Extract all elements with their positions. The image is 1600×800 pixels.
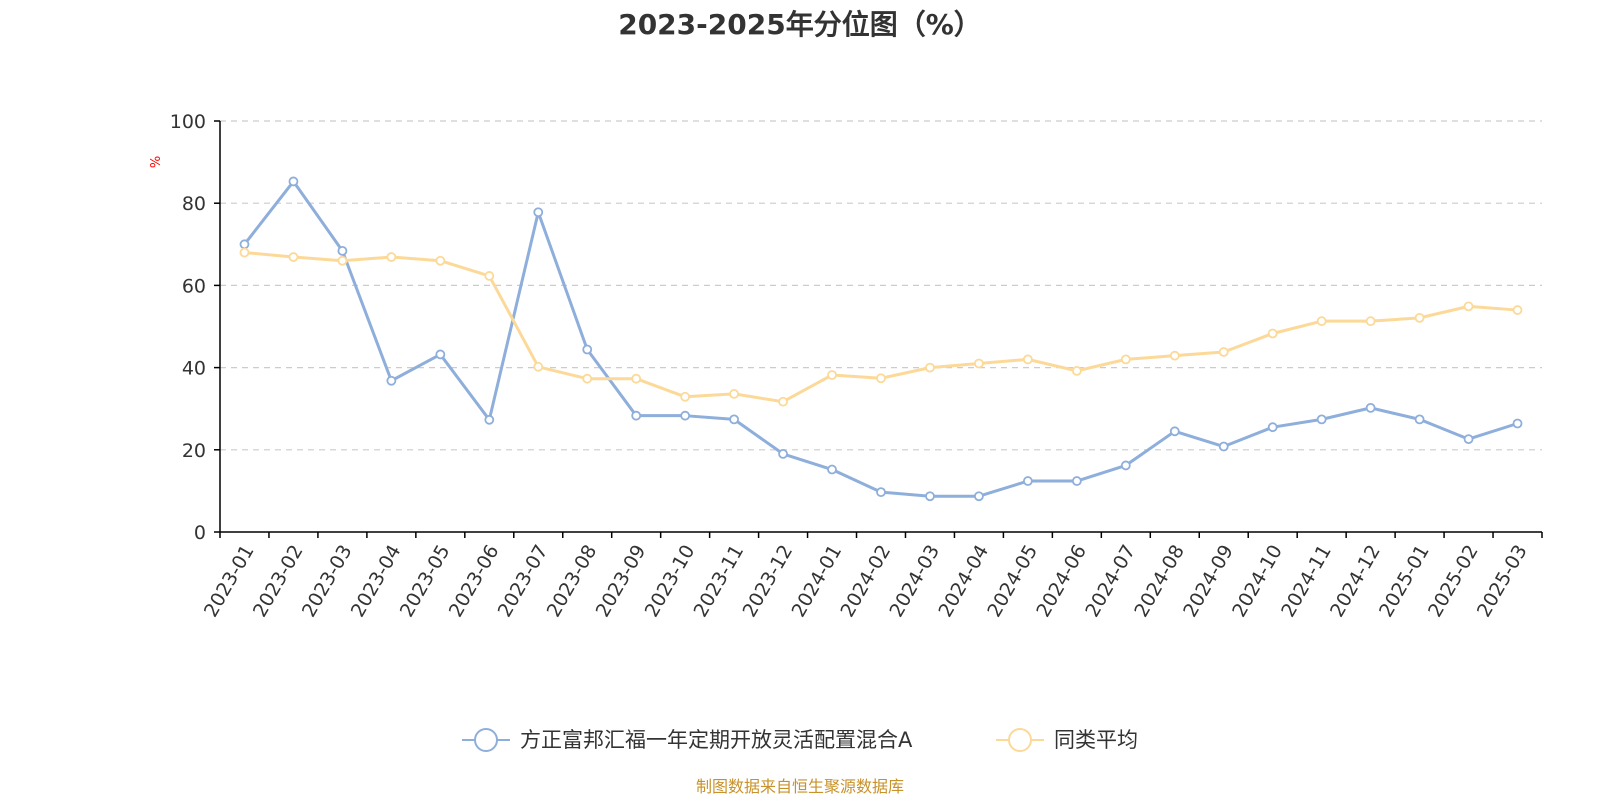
data-point[interactable]	[337, 255, 348, 266]
data-point[interactable]	[1071, 476, 1082, 486]
data-point[interactable]	[288, 176, 299, 187]
data-point[interactable]	[1365, 402, 1376, 413]
data-point[interactable]	[1463, 301, 1474, 312]
data-source-note: 制图数据来自恒生聚源数据库	[696, 777, 904, 796]
data-point[interactable]	[876, 487, 886, 498]
y-tick-label: 0	[194, 522, 206, 544]
data-point[interactable]	[778, 449, 788, 459]
data-point[interactable]	[1022, 354, 1033, 365]
data-point[interactable]	[386, 375, 397, 386]
data-point[interactable]	[631, 373, 642, 384]
data-point[interactable]	[729, 389, 740, 399]
series-lines	[239, 176, 1523, 502]
data-point[interactable]	[1512, 418, 1523, 429]
data-point[interactable]	[925, 491, 935, 502]
data-point[interactable]	[582, 373, 593, 384]
legend-item-2[interactable]: 同类平均	[996, 728, 1138, 752]
data-point[interactable]	[778, 396, 788, 407]
data-point[interactable]	[1218, 441, 1229, 452]
series-1	[239, 176, 1523, 502]
data-point[interactable]	[484, 271, 495, 281]
y-axis-unit-label: %	[149, 156, 164, 168]
y-tick-label: 60	[182, 275, 206, 297]
data-point[interactable]	[484, 414, 495, 425]
data-point[interactable]	[1120, 354, 1131, 365]
data-point[interactable]	[1414, 312, 1425, 323]
data-point[interactable]	[533, 207, 544, 218]
data-point[interactable]	[1071, 365, 1082, 376]
data-point[interactable]	[386, 252, 397, 262]
data-point[interactable]	[337, 245, 348, 256]
data-point[interactable]	[288, 252, 299, 262]
data-point[interactable]	[582, 344, 593, 355]
y-tick-label: 20	[182, 440, 206, 462]
data-point[interactable]	[1169, 350, 1180, 361]
data-point[interactable]	[533, 361, 544, 372]
data-point[interactable]	[1414, 414, 1425, 425]
data-point[interactable]	[974, 358, 984, 369]
grid-lines	[220, 120, 1542, 451]
legend-circle-icon	[474, 728, 498, 752]
data-point[interactable]	[239, 239, 250, 250]
y-tick-label: 100	[170, 111, 206, 133]
data-point[interactable]	[876, 373, 886, 384]
data-point[interactable]	[1022, 476, 1033, 486]
data-point[interactable]	[974, 491, 984, 502]
series-line	[243, 179, 1518, 498]
data-point[interactable]	[1512, 305, 1523, 315]
data-point[interactable]	[1267, 328, 1278, 339]
data-point[interactable]	[1463, 434, 1474, 445]
axes: 0204060801002023-012023-022023-032023-04…	[170, 111, 1543, 621]
data-point[interactable]	[435, 349, 446, 360]
series-2	[239, 247, 1523, 407]
data-point[interactable]	[925, 362, 935, 373]
data-point[interactable]	[1169, 426, 1180, 437]
data-point[interactable]	[1316, 414, 1327, 425]
chart-title: 2023-2025年分位图（%）	[618, 8, 982, 41]
legend-item-1[interactable]: 方正富邦汇福一年定期开放灵活配置混合A	[462, 728, 913, 752]
data-point[interactable]	[1267, 422, 1278, 433]
legend-circle-icon	[1008, 728, 1032, 752]
data-point[interactable]	[729, 414, 740, 425]
y-tick-label: 80	[182, 193, 206, 215]
legend[interactable]: 方正富邦汇福一年定期开放灵活配置混合A 同类平均	[462, 728, 1138, 752]
data-point[interactable]	[1120, 460, 1131, 471]
y-tick-label: 40	[182, 358, 206, 380]
legend-label: 同类平均	[1054, 728, 1138, 752]
data-point[interactable]	[435, 255, 446, 266]
data-point[interactable]	[1218, 347, 1229, 357]
data-point[interactable]	[1316, 316, 1327, 327]
data-point[interactable]	[827, 464, 837, 475]
legend-label: 方正富邦汇福一年定期开放灵活配置混合A	[520, 728, 913, 752]
data-point[interactable]	[827, 370, 837, 380]
data-point[interactable]	[631, 410, 642, 421]
data-point[interactable]	[1365, 316, 1376, 327]
data-point[interactable]	[680, 391, 691, 402]
data-point[interactable]	[239, 247, 250, 258]
data-point[interactable]	[680, 410, 691, 421]
